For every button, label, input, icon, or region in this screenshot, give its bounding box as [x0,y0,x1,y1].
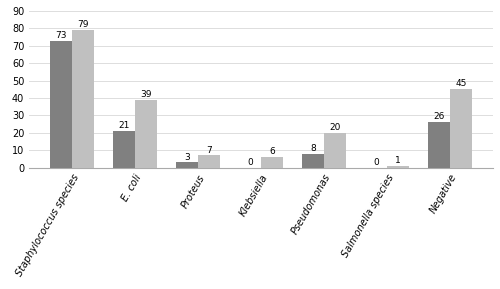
Bar [428,122,450,168]
Text: 0: 0 [373,158,379,167]
Text: 0: 0 [247,158,253,167]
Text: 39: 39 [140,90,152,99]
Text: 45: 45 [456,79,466,88]
Text: 8: 8 [310,144,316,153]
Bar [450,89,472,168]
Bar [176,162,198,168]
Bar [198,155,220,168]
Text: 3: 3 [184,153,190,162]
Text: 20: 20 [330,123,340,132]
Bar [50,40,72,168]
Bar [324,133,346,168]
Bar [72,30,94,168]
Bar [261,157,283,168]
Bar [113,131,135,168]
Text: 21: 21 [118,121,130,130]
Text: 73: 73 [56,31,67,40]
Text: 79: 79 [78,20,89,29]
Text: 7: 7 [206,146,212,155]
Bar [387,166,409,168]
Bar [302,154,324,168]
Text: 26: 26 [433,112,444,121]
Bar [135,100,157,168]
Text: 6: 6 [269,147,275,156]
Text: 1: 1 [395,156,401,165]
